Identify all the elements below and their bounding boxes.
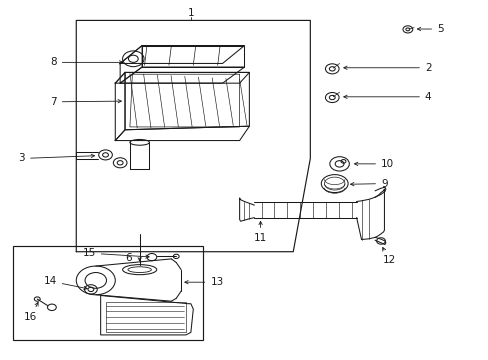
- Text: 8: 8: [50, 57, 122, 67]
- Text: 16: 16: [24, 302, 38, 322]
- Text: 15: 15: [82, 248, 149, 258]
- Text: 7: 7: [50, 97, 121, 107]
- Text: 14: 14: [43, 276, 87, 289]
- Text: 3: 3: [19, 153, 94, 163]
- Text: 10: 10: [354, 159, 393, 169]
- Text: 6: 6: [125, 253, 131, 263]
- Text: 9: 9: [350, 179, 387, 189]
- Text: 11: 11: [253, 221, 266, 243]
- Text: 1: 1: [187, 8, 194, 18]
- Bar: [13, 246, 203, 339]
- Text: 13: 13: [184, 277, 223, 287]
- Text: 2: 2: [343, 63, 430, 73]
- Text: 4: 4: [343, 92, 430, 102]
- Text: 5: 5: [417, 24, 443, 34]
- Bar: [105, 302, 185, 332]
- Text: 12: 12: [382, 247, 395, 265]
